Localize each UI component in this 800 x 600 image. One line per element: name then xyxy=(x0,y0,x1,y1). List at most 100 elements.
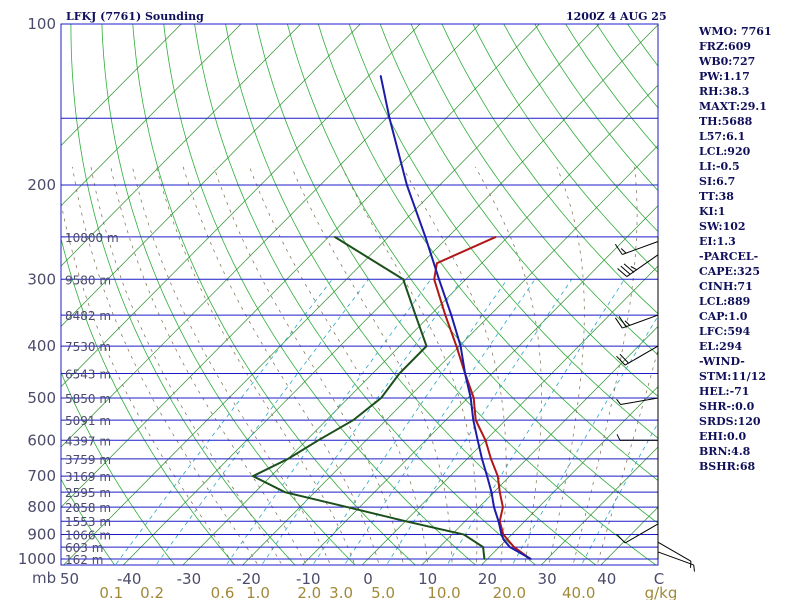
sounding-point xyxy=(424,236,427,238)
sounding-point xyxy=(352,419,355,421)
height-label: 9580 m xyxy=(65,273,111,287)
dry-adiabat xyxy=(348,24,658,439)
isotherm xyxy=(182,84,658,565)
temperature-tick-label: -10 xyxy=(296,570,321,588)
pressure-tick-label: 500 xyxy=(27,389,56,407)
index-item: -WIND- xyxy=(699,355,745,368)
barb-flag xyxy=(618,316,627,327)
sounding-point xyxy=(284,491,286,494)
isotherm xyxy=(122,24,658,565)
index-item: EI:1.3 xyxy=(699,235,736,248)
barb-flag xyxy=(620,248,627,254)
sounding-point xyxy=(530,558,532,560)
sounding-point xyxy=(509,546,511,548)
moist-adiabat xyxy=(182,166,380,565)
sounding-point xyxy=(414,314,417,316)
mixing-ratio-unit: g/kg xyxy=(645,584,678,600)
index-item: EL:294 xyxy=(699,340,743,353)
wind-barb xyxy=(614,314,659,329)
dry-adiabat xyxy=(194,24,537,565)
mixing-ratio-label: 1.0 xyxy=(246,584,270,600)
dry-adiabat xyxy=(441,24,658,315)
dry-adiabat xyxy=(379,24,658,397)
mixing-ratio-line xyxy=(344,279,536,565)
sounding-point xyxy=(482,546,484,548)
barb-staff xyxy=(657,541,692,562)
barb-flag xyxy=(693,564,695,572)
dry-adiabat xyxy=(410,24,658,356)
index-item: MAXT:29.1 xyxy=(699,100,767,113)
barb-flag xyxy=(624,320,631,326)
dry-adiabat xyxy=(472,24,658,274)
temperature-unit-mark: C xyxy=(654,570,664,588)
sounding-point xyxy=(490,491,493,494)
height-label: 7530 m xyxy=(65,340,111,354)
height-label: 5091 m xyxy=(65,414,111,428)
index-item: SI:6.7 xyxy=(699,175,736,188)
mixing-ratio-label: 0.1 xyxy=(99,584,123,600)
moist-adiabat xyxy=(402,166,507,565)
temperature-tick-label: -20 xyxy=(236,570,261,588)
sounding-point xyxy=(497,475,499,477)
moist-adiabat xyxy=(72,166,259,565)
mixing-ratio-label: 20.0 xyxy=(493,584,526,600)
barb-flag xyxy=(616,355,626,366)
isotherm xyxy=(61,24,182,146)
sounding-traces xyxy=(250,75,532,560)
moist-adiabat xyxy=(90,166,283,565)
height-label: 3759 m xyxy=(65,453,111,467)
sounding-point xyxy=(404,520,407,522)
barb-flag xyxy=(620,265,631,275)
index-item: L57:6.1 xyxy=(699,130,746,143)
barb-staff xyxy=(622,314,659,329)
index-item: CAPE:325 xyxy=(699,265,760,278)
sounding-point xyxy=(469,397,472,399)
sounding-point xyxy=(450,314,453,316)
index-item: CINH:71 xyxy=(699,280,753,293)
sounding-point xyxy=(287,458,289,460)
wind-barb xyxy=(616,397,659,406)
sounding-time: 1200Z 4 AUG 25 xyxy=(566,10,667,23)
isotherm xyxy=(61,24,361,327)
height-label: 603 m xyxy=(65,541,103,555)
sounding-point xyxy=(476,439,479,442)
sounding-point xyxy=(474,419,477,421)
sounding-point xyxy=(502,538,505,541)
index-item: LI:-0.5 xyxy=(699,160,740,173)
parcel-trace xyxy=(379,75,532,560)
wind-barb xyxy=(657,551,695,572)
index-item: EHI:0.0 xyxy=(699,430,747,443)
wind-barb xyxy=(616,345,659,366)
pressure-tick-label: 900 xyxy=(27,526,56,544)
sounding-point xyxy=(444,314,447,316)
sounding-point xyxy=(333,236,336,238)
sounding-point xyxy=(346,506,349,509)
sounding-point xyxy=(402,278,405,281)
index-item: TT:38 xyxy=(699,190,734,203)
dry-adiabat xyxy=(132,24,416,565)
temperature-tick-label: 20 xyxy=(478,570,497,588)
height-label: 162 m xyxy=(65,553,103,567)
wind-barb xyxy=(616,523,659,544)
temperature-tick-label: 50 xyxy=(60,570,79,588)
moist-adiabat xyxy=(341,166,478,565)
barb-flag xyxy=(619,353,629,364)
mixing-ratio-label: 40.0 xyxy=(562,584,595,600)
barb-flag xyxy=(617,268,628,277)
isotherm xyxy=(63,24,600,565)
mixing-ratio-label: 3.0 xyxy=(329,584,353,600)
sounding-point xyxy=(433,278,436,281)
dewpoint-trace xyxy=(250,236,486,560)
isotherm xyxy=(242,144,658,565)
barb-staff xyxy=(657,551,694,566)
sounding-point xyxy=(406,184,408,186)
pressure-tick-label: 600 xyxy=(27,431,56,449)
moist-adiabat xyxy=(249,166,429,565)
sounding-point xyxy=(499,491,501,494)
temperature-tick-label: 0 xyxy=(363,570,373,588)
dry-adiabat xyxy=(256,24,657,565)
pressure-tick-label: 400 xyxy=(27,337,56,355)
temperature-tick-label: -30 xyxy=(177,570,202,588)
index-panel: WMO: 7761 FRZ:609 WB0:727 PW:1.17 RH:38.3 MAX… xyxy=(699,24,772,474)
